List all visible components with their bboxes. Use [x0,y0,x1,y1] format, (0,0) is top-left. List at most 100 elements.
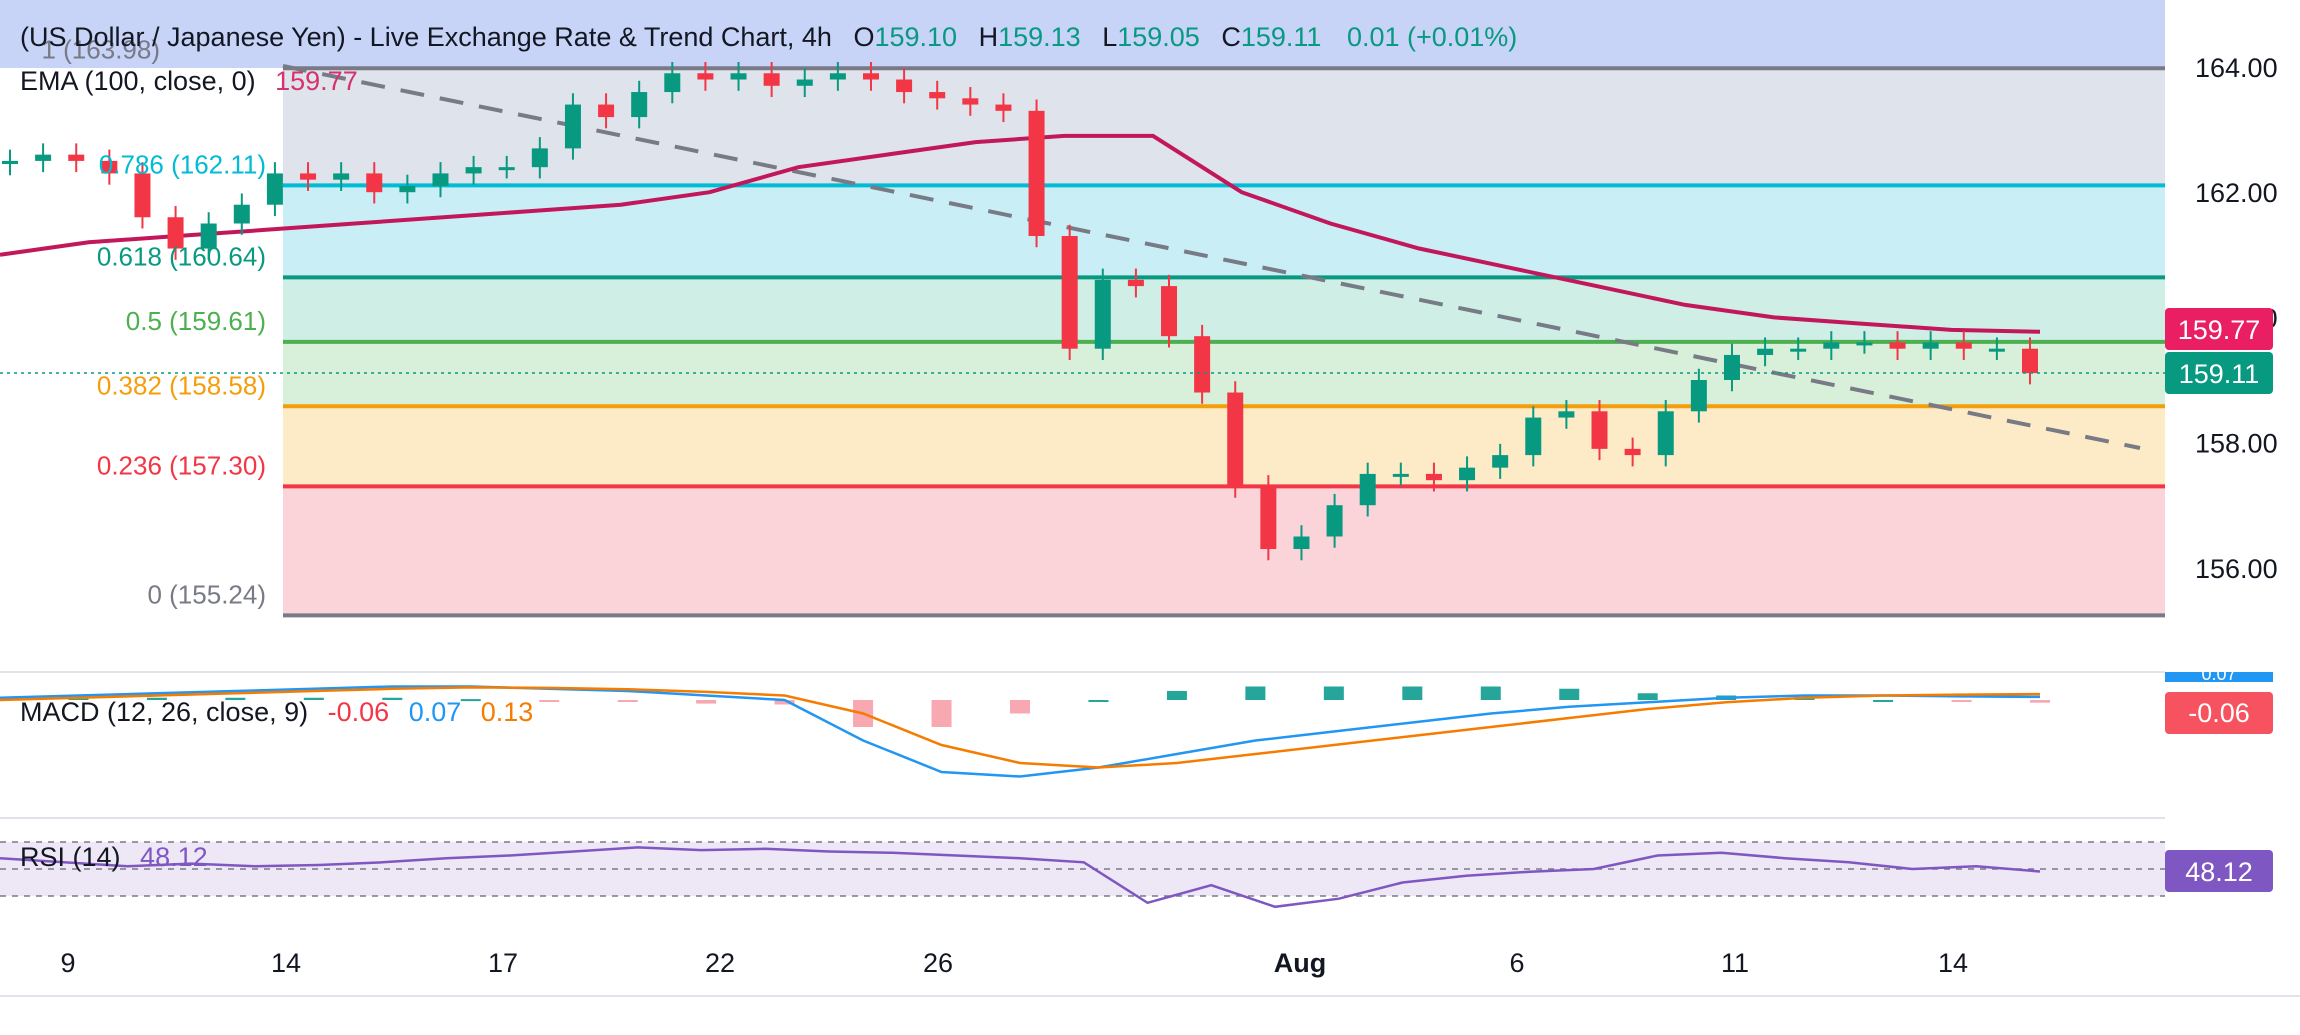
time-tick-label: Aug [1274,948,1326,978]
candle-body [2,160,18,165]
macd-hist-bar [382,697,403,700]
candle-body [730,73,747,80]
rsi-badge [2165,850,2273,892]
downtrend-line [282,64,2141,450]
candle-body [763,73,780,86]
candle-body [962,98,979,105]
fib-zones [0,68,2165,616]
ema-line [0,133,2041,334]
candle-body [1525,417,1542,456]
time-tick-label: 14 [271,948,301,978]
time-tick-label: 17 [488,948,518,978]
candle-body [598,104,615,118]
header-line: (US Dollar / Japanese Yen) - Live Exchan… [20,22,1517,52]
fib-zone [283,277,2165,342]
candle-body [2022,348,2038,374]
candle-body [664,73,681,93]
fib-label: 0.5 (159.61) [126,306,266,336]
close-label: C [1221,22,1241,52]
fib-lines [283,66,2165,618]
candle-body [1790,348,1807,352]
candle-body [1028,110,1045,237]
macd-hist-bar [303,697,324,700]
macd-bottom-badge-text: -0.06 [2188,698,2250,728]
macd-signal-line [0,686,2041,769]
rsi-badge-text: 48.12 [2185,857,2253,887]
candle-body [1922,342,1939,349]
candle-body [1392,473,1409,477]
candle-body [167,217,184,249]
candle-body [1757,348,1774,355]
candle-body [300,173,317,180]
time-axis: 9 14 17 22 26 Aug 6 11 14 [60,948,1968,978]
macd-hist-bar [460,699,481,702]
macd-top-badge-text: 0.07 [2201,664,2236,684]
fib-label: 0 (155.24) [147,579,266,609]
candle-body [432,173,449,186]
fib-zone [283,406,2165,487]
candle-body [1988,348,2005,352]
candle-body [399,185,416,193]
candle-body [366,173,383,193]
fib-zone [283,185,2165,278]
high-label: H [979,22,999,52]
macd-hist-bar [1088,700,1109,702]
ema-legend-value: 159.77 [275,66,358,96]
macd-hist-bar [774,700,795,705]
macd-signal-value: 0.13 [481,697,534,727]
candle-body [1624,448,1641,456]
macd-hist-bar [539,700,560,702]
candle-body [1889,342,1906,349]
candle-body [134,173,151,218]
candle-body [1359,473,1376,506]
close-value: 159.11 [1241,22,1322,52]
time-tick-label: 11 [1721,948,1749,978]
fib-top-band [0,0,2165,68]
macd-hist-bar [1010,700,1030,714]
rsi-legend-value: 48.12 [140,842,208,872]
fib-label: 0.382 (158.58) [97,370,266,400]
candle-body [1492,455,1509,468]
ema-price-badge [2165,308,2273,350]
candle-body [862,73,879,80]
macd-hist-bar [1480,686,1501,700]
candle-body [1161,286,1178,337]
candle-body [1657,411,1674,456]
macd-hist-value: -0.06 [328,697,390,727]
candle-body [68,154,85,161]
rsi-legend-label: RSI (14) [20,842,121,872]
open-label: O [853,22,874,52]
ema-legend-label: EMA (100, close, 0) [20,66,256,96]
candle-body [697,73,714,80]
macd-hist-bar [1166,691,1187,700]
candle-body [1194,336,1211,393]
candle-body [1293,536,1310,550]
fib-label: 1 (163.98) [41,34,160,64]
fib-label: 0.786 (162.11) [99,149,266,179]
macd-hist-bar [696,700,717,704]
time-tick-label: 26 [923,948,953,978]
price-tick-label: 156.00 [2195,554,2278,584]
macd-hist-bar [1637,693,1658,700]
candle-body [1094,279,1111,349]
macd-hist-bar [1323,686,1344,700]
candle-body [1425,473,1442,481]
fib-labels: 1 (163.98) 0.786 (162.11) 0.618 (160.64) 0.… [41,34,266,609]
candle-body [233,204,250,224]
chart-title: (US Dollar / Japanese Yen) - Live Exchan… [20,22,832,52]
macd-value: 0.07 [409,697,462,727]
candle-body [1260,486,1277,550]
macd-legend-label: MACD (12, 26, close, 9) [20,697,308,727]
time-tick-label: 9 [60,948,75,978]
low-label: L [1102,22,1117,52]
price-tick-label: 162.00 [2195,178,2278,208]
candle-body [1459,467,1476,481]
macd-hist-bar [1951,700,1972,702]
macd-bottom-badge [2165,692,2273,734]
macd-hist-bar [1245,686,1266,700]
candle-body [498,167,515,171]
open-value: 159.10 [874,22,957,52]
macd-hist-bar [225,697,246,700]
rsi-line [0,846,2041,909]
